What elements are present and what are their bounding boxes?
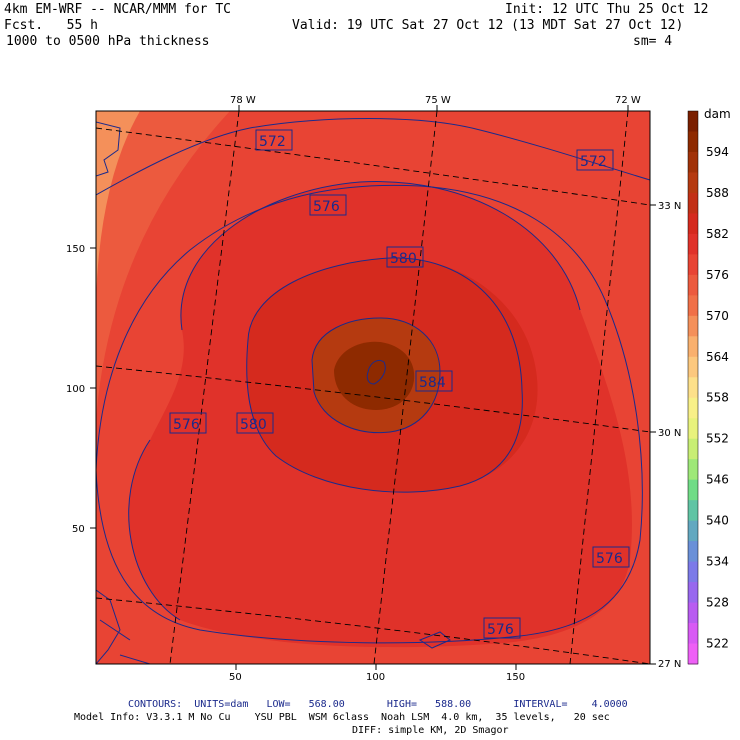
parallel-27n [96, 597, 650, 664]
colorbar-swatch [688, 377, 698, 399]
diff-info: DIFF: simple KM, 2D Smagor [352, 725, 509, 736]
colorbar-swatch [688, 541, 698, 563]
forecast-hour: Fcst. 55 h [4, 18, 98, 33]
colorbar-labels: 594 588 582 576 570 564 558 552 546 540 534 528 522 [706, 145, 729, 651]
colorbar-swatch [688, 274, 698, 296]
meridian-75w [373, 111, 438, 664]
colorbar-swatch [688, 623, 698, 645]
colorbar-label: 588 [706, 186, 729, 200]
colorbar-swatch [688, 315, 698, 337]
contour-label-584: 584 [419, 375, 446, 391]
contour-label-580b: 580 [240, 417, 267, 433]
parallel-33n [96, 127, 650, 206]
colorbar-swatch [688, 438, 698, 460]
colorbar-units: dam [704, 107, 731, 121]
contour-572 [96, 118, 650, 196]
colorbar-label: 576 [706, 268, 729, 282]
x-tick-50: 50 [229, 672, 242, 683]
contour-576 [96, 184, 643, 644]
meridian-78w [169, 111, 240, 664]
lat-label-33n: 33 N [658, 201, 681, 212]
field-name: 1000 to 0500 hPa thickness [6, 34, 210, 49]
contour-lines [96, 118, 650, 664]
contour-label-572b: 572 [580, 154, 607, 170]
colorbar-swatch [688, 336, 698, 358]
contour-info: CONTOURS: UNITS=dam LOW= 568.00 HIGH= 58… [128, 699, 628, 710]
parallel-30n [96, 365, 650, 433]
colorbar-label: 582 [706, 227, 729, 241]
contour-label-576d: 576 [487, 622, 514, 638]
colorbar-label: 534 [706, 555, 729, 569]
thickness-field [96, 111, 650, 664]
contour-label-572a: 572 [259, 134, 286, 150]
model-title: 4km EM-WRF -- NCAR/MMM for TC [4, 2, 231, 17]
coastline-bahamas [96, 589, 151, 664]
colorbar-swatch [688, 213, 698, 235]
contour-label-576b: 576 [173, 417, 200, 433]
model-info: Model Info: V3.3.1 M No Cu YSU PBL WSM 6… [74, 712, 610, 723]
fill-band-586 [334, 341, 415, 410]
coastline-carolinas [96, 121, 121, 177]
x-tick-100: 100 [366, 672, 385, 683]
colorbar-swatch [688, 172, 698, 194]
contour-584 [311, 317, 441, 434]
lon-label-78w: 78 W [230, 95, 256, 106]
lat-label-27n: 27 N [658, 659, 681, 670]
colorbar-label: 564 [706, 350, 729, 364]
graticule [96, 111, 650, 664]
colorbar-swatch [688, 192, 698, 214]
colorbar-label: 546 [706, 473, 729, 487]
island-outline [418, 631, 451, 649]
colorbar-swatch [688, 418, 698, 440]
colorbar-swatch [688, 561, 698, 583]
contour-label-576c: 576 [596, 551, 623, 567]
contour-576b [128, 181, 581, 621]
colorbar-swatch [688, 151, 698, 173]
colorbar-swatch [688, 643, 698, 665]
lat-label-30n: 30 N [658, 428, 681, 439]
colorbar-swatch [688, 397, 698, 419]
colorbar-swatch [688, 111, 698, 132]
y-tick-150: 150 [66, 244, 85, 255]
lon-label-75w: 75 W [425, 95, 451, 106]
y-tick-100: 100 [66, 384, 85, 395]
colorbar-swatch [688, 356, 698, 378]
colorbar-swatch [688, 582, 698, 604]
y-tick-50: 50 [72, 524, 85, 535]
colorbar-label: 522 [706, 637, 729, 651]
valid-time: Valid: 19 UTC Sat 27 Oct 12 (13 MDT Sat … [292, 18, 684, 33]
colorbar-label: 558 [706, 391, 729, 405]
lon-label-72w: 72 W [615, 95, 641, 106]
colorbar-swatch [688, 233, 698, 255]
contour-label-580a: 580 [390, 251, 417, 267]
frame-ticks [90, 105, 656, 670]
colorbar-swatch [688, 602, 698, 624]
colorbar-label: 540 [706, 514, 729, 528]
colorbar-swatch [688, 500, 698, 522]
colorbar-swatch [688, 520, 698, 542]
colorbar-swatch [688, 295, 698, 317]
colorbar-frame [687, 110, 699, 665]
colorbar-label: 570 [706, 309, 729, 323]
colorbar-label: 552 [706, 432, 729, 446]
colorbar-swatch [688, 479, 698, 501]
colorbar [687, 110, 699, 665]
colorbar-swatch [688, 131, 698, 153]
meridian-72w [569, 111, 629, 664]
contour-588 [366, 359, 386, 385]
colorbar-label: 528 [706, 596, 729, 610]
contour-label-group: 572 572 576 580 584 576 580 576 576 [169, 129, 630, 639]
contour-580 [246, 257, 523, 493]
smoothing-value: sm= 4 [633, 34, 673, 49]
init-time: Init: 12 UTC Thu 25 Oct 12 [505, 2, 709, 17]
colorbar-swatch [688, 459, 698, 481]
contour-label-576a: 576 [313, 199, 340, 215]
colorbar-label: 594 [706, 145, 729, 159]
x-tick-150: 150 [506, 672, 525, 683]
colorbar-swatch [688, 254, 698, 276]
